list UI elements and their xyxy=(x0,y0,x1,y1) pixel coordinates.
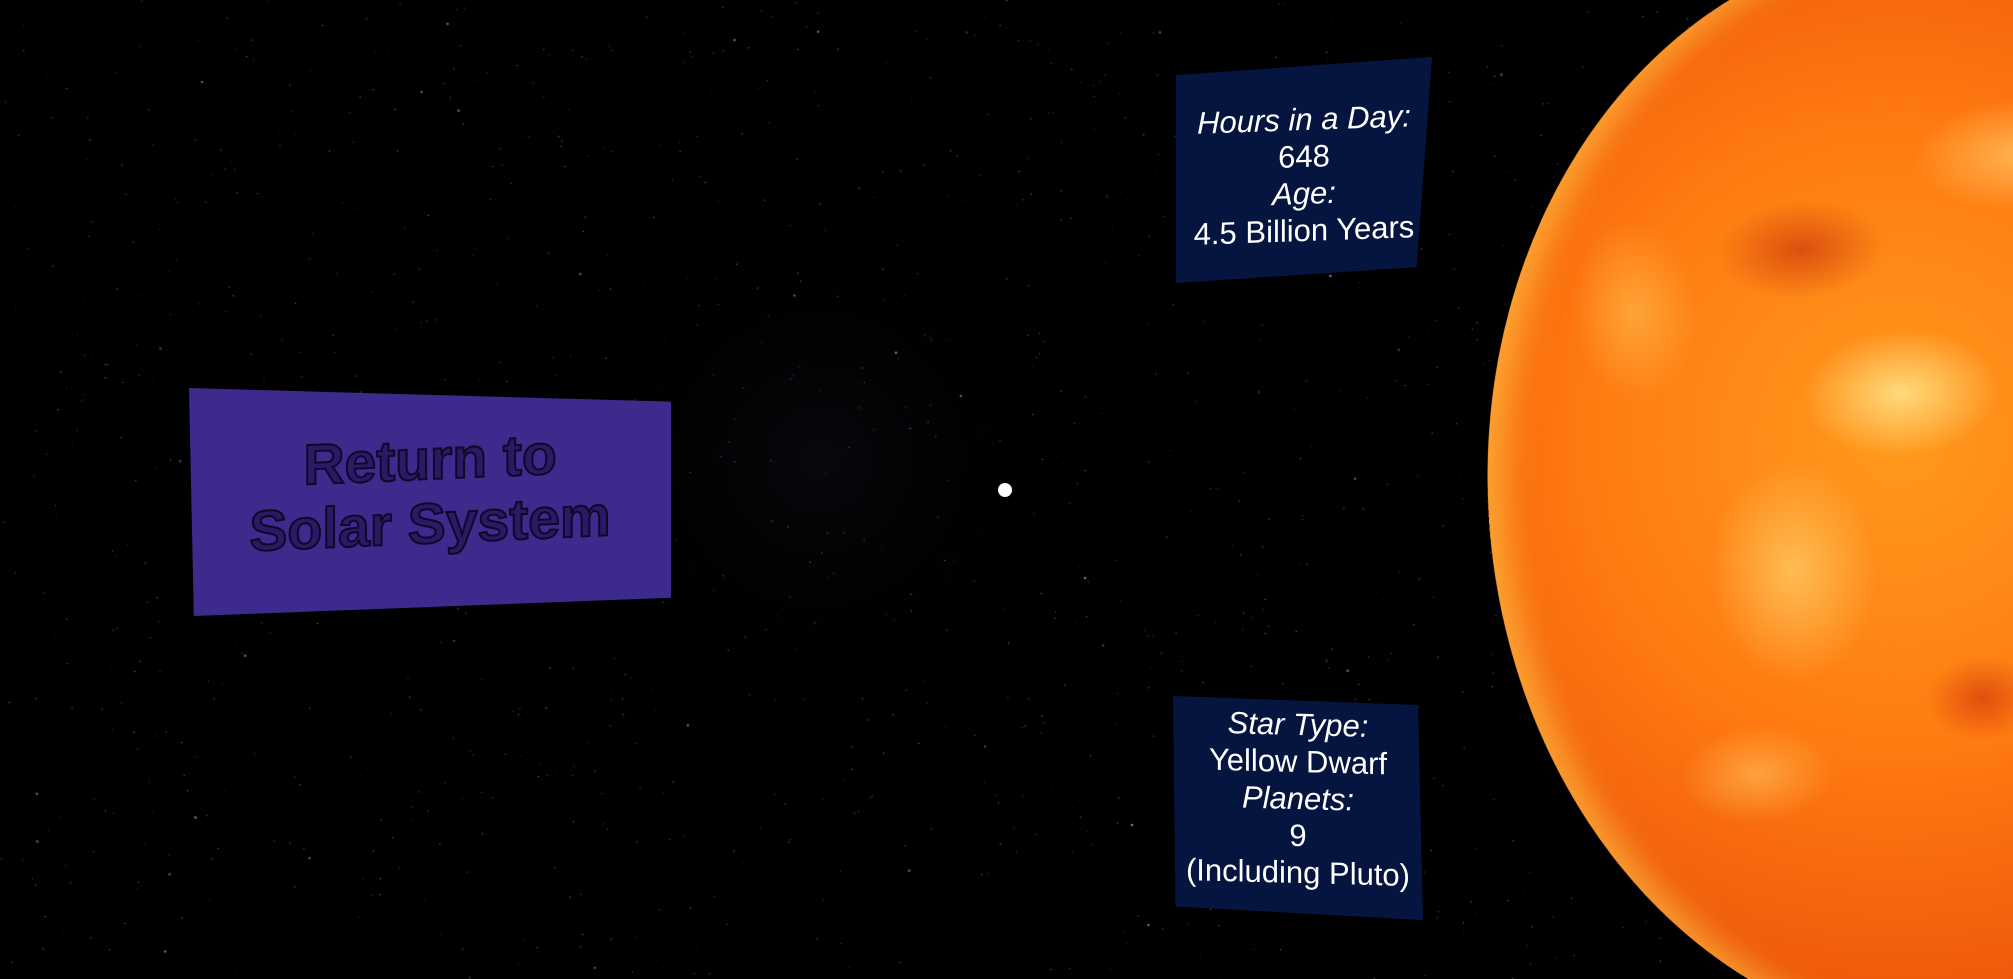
gaze-reticle-icon xyxy=(998,483,1012,497)
star-type-value: Yellow Dwarf xyxy=(1208,741,1388,782)
info-panel-day-age: Hours in a Day: 648 Age: 4.5 Billion Yea… xyxy=(1176,57,1432,283)
return-button-label: Return to Solar System xyxy=(248,421,611,564)
age-value: 4.5 Billion Years xyxy=(1193,209,1415,252)
info-panel-star-planets: Star Type: Yellow Dwarf Planets: 9 (Incl… xyxy=(1173,696,1423,920)
planets-note: (Including Pluto) xyxy=(1185,852,1410,893)
return-to-solar-system-button[interactable]: Return to Solar System xyxy=(189,388,671,616)
